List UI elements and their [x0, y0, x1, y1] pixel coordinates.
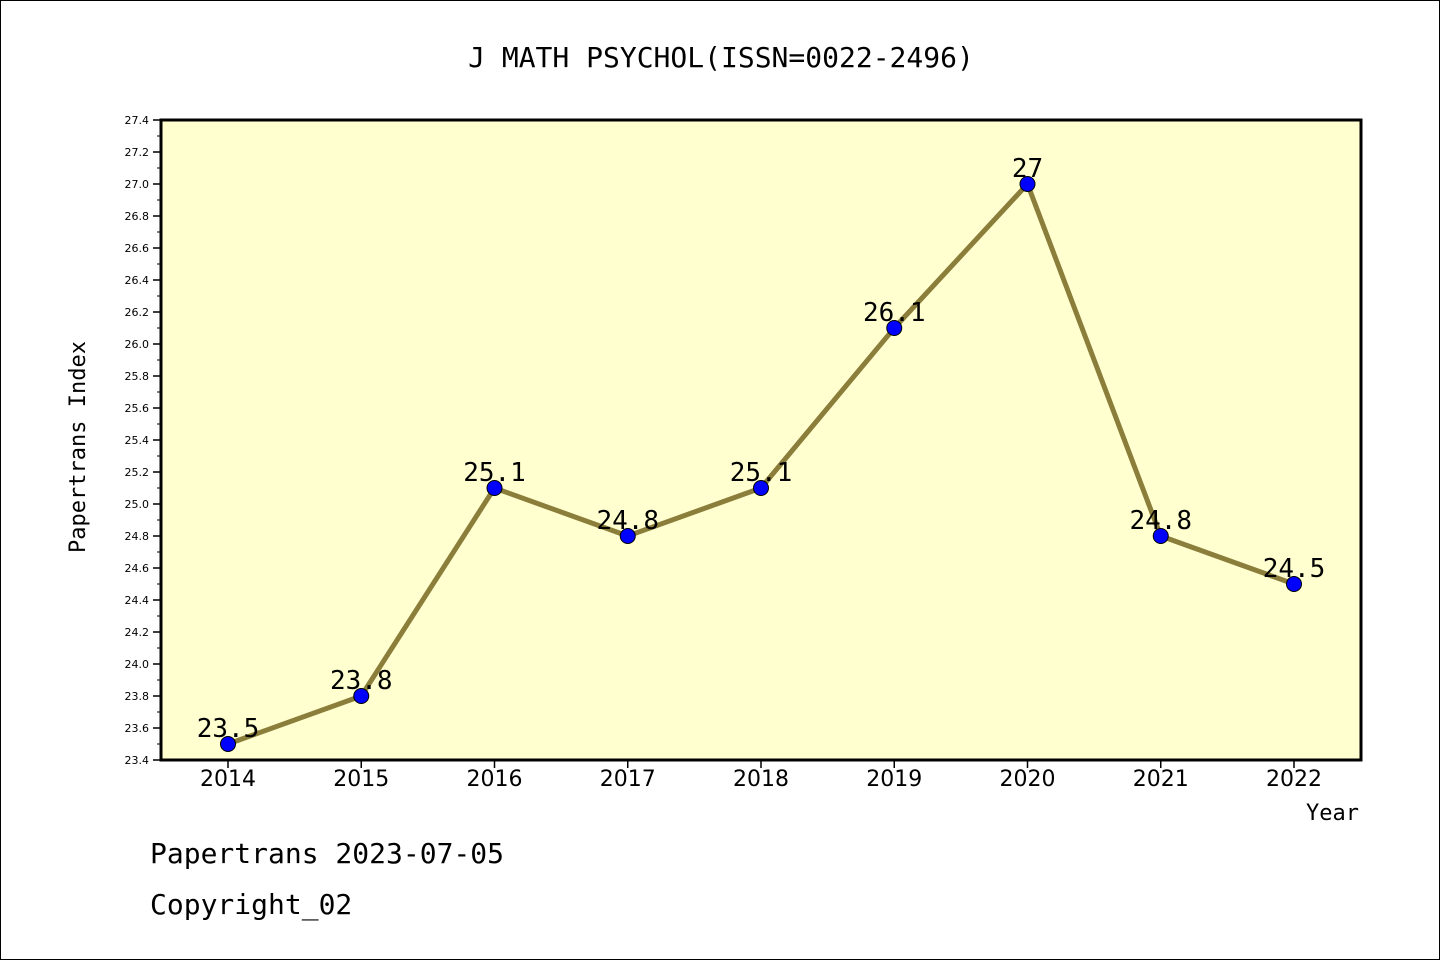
y-tick-label: 27.4: [125, 114, 150, 127]
plot-area: [159, 118, 1363, 762]
data-point: [220, 736, 236, 752]
x-tick-label: 2018: [733, 767, 789, 792]
y-tick-label: 26.6: [125, 242, 150, 255]
data-point: [353, 688, 370, 704]
y-axis-label: Papertrans Index: [66, 341, 91, 553]
data-label: 25.1: [730, 458, 793, 488]
y-tick-label: 23.4: [125, 754, 150, 767]
data-label: 23.5: [197, 714, 260, 744]
data-label: 24.8: [1129, 506, 1192, 536]
data-point: [753, 480, 769, 496]
y-tick-label: 23.8: [125, 690, 150, 703]
data-point: [1286, 576, 1302, 592]
y-axis: 23.4 23.6 23.8 24.0 24.2 24.4 24.6 24.8 25.0 25.2…: [125, 114, 161, 767]
y-tick-label: 27.2: [125, 146, 150, 159]
data-label: 24.5: [1263, 554, 1326, 584]
x-tick-label: 2022: [1266, 767, 1322, 792]
x-tick-label: 2014: [200, 767, 256, 792]
y-tick-label: 24.8: [125, 530, 150, 543]
data-label: 25.1: [463, 458, 526, 488]
y-tick-label: 26.8: [125, 210, 150, 223]
y-tick-label: 26.2: [125, 306, 150, 319]
data-point: [619, 528, 636, 544]
y-tick-label: 24.0: [125, 658, 150, 671]
data-point: [486, 480, 503, 496]
series-markers: [220, 176, 1302, 752]
data-point: [1152, 528, 1169, 544]
y-tick-label: 26.4: [125, 274, 150, 287]
y-tick-label: 25.2: [125, 466, 150, 479]
y-tick-label: 26.0: [125, 338, 150, 351]
x-axis: 2014 2015 2016 2017 2018 2019 2020 2021 2022: [200, 760, 1322, 792]
y-tick-label: 25.4: [125, 434, 150, 447]
x-tick-label: 2019: [866, 767, 922, 792]
y-tick-label: 25.6: [125, 402, 150, 415]
x-tick-label: 2017: [600, 767, 656, 792]
x-tick-label: 2015: [333, 767, 389, 792]
footer-copyright: Copyright_02: [150, 888, 352, 922]
footer-date: Papertrans 2023-07-05: [150, 837, 504, 870]
data-label: 26.1: [863, 298, 926, 328]
chart-title: J MATH PSYCHOL(ISSN=0022-2496): [468, 41, 974, 74]
y-tick-label: 25.8: [125, 370, 150, 383]
x-tick-label: 2020: [1000, 767, 1056, 792]
y-tick-label: 27.0: [125, 178, 150, 191]
x-axis-label: Year: [1306, 801, 1359, 826]
data-label: 23.8: [330, 666, 393, 696]
y-tick-label: 24.4: [125, 594, 150, 607]
y-tick-label: 24.6: [125, 562, 150, 575]
data-point: [1019, 176, 1036, 192]
data-point: [886, 320, 903, 336]
x-tick-label: 2016: [467, 767, 523, 792]
data-labels: 23.5 23.8 25.1 24.8 25.1 26.1 27 24.8 24.5: [197, 154, 1326, 744]
x-tick-label: 2021: [1133, 767, 1189, 792]
data-label: 24.8: [596, 506, 659, 536]
data-label: 27: [1012, 154, 1043, 184]
y-tick-label: 25.0: [125, 498, 150, 511]
y-tick-label: 24.2: [125, 626, 150, 639]
y-tick-label: 23.6: [125, 722, 150, 735]
